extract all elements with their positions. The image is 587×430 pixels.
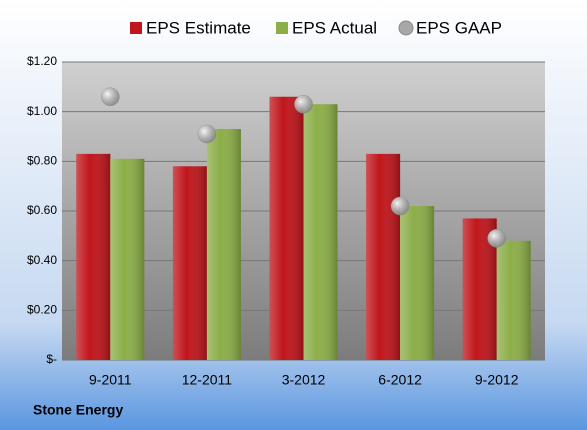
x-tick-label: 3-2012 xyxy=(282,372,326,388)
bar xyxy=(206,129,241,360)
y-tick-label: $- xyxy=(46,352,57,366)
y-tick-label: $0.60 xyxy=(27,203,57,217)
x-tick-label: 12-2011 xyxy=(182,372,233,388)
legend-label: EPS Actual xyxy=(292,18,377,37)
bar xyxy=(303,104,338,360)
bar xyxy=(496,240,531,360)
bar xyxy=(400,206,435,360)
bar xyxy=(366,153,401,360)
marker-shine xyxy=(487,229,506,248)
y-tick-label: $0.40 xyxy=(27,253,57,267)
x-tick-label: 9-2012 xyxy=(475,372,519,388)
marker-shine xyxy=(294,95,313,114)
marker-shine xyxy=(391,197,410,216)
source: Stone Energy xyxy=(33,402,123,418)
legend-label: EPS Estimate xyxy=(146,18,251,37)
legend-swatch xyxy=(130,22,142,34)
y-tick-label: $0.80 xyxy=(27,154,57,168)
bar xyxy=(269,96,304,361)
bar xyxy=(76,153,111,360)
x-tick-label: 6-2012 xyxy=(378,372,422,388)
x-tick-label: 9-2011 xyxy=(89,372,132,388)
legend-swatch xyxy=(276,22,288,34)
y-tick-label: $1.00 xyxy=(27,104,57,118)
legend-label: EPS GAAP xyxy=(416,18,502,37)
y-tick-label: $1.20 xyxy=(27,54,57,68)
bar xyxy=(110,158,145,360)
marker-shine xyxy=(101,87,120,106)
legend-swatch xyxy=(398,20,414,36)
bar xyxy=(172,166,207,360)
marker-shine xyxy=(197,125,216,144)
y-tick-label: $0.20 xyxy=(27,303,57,317)
